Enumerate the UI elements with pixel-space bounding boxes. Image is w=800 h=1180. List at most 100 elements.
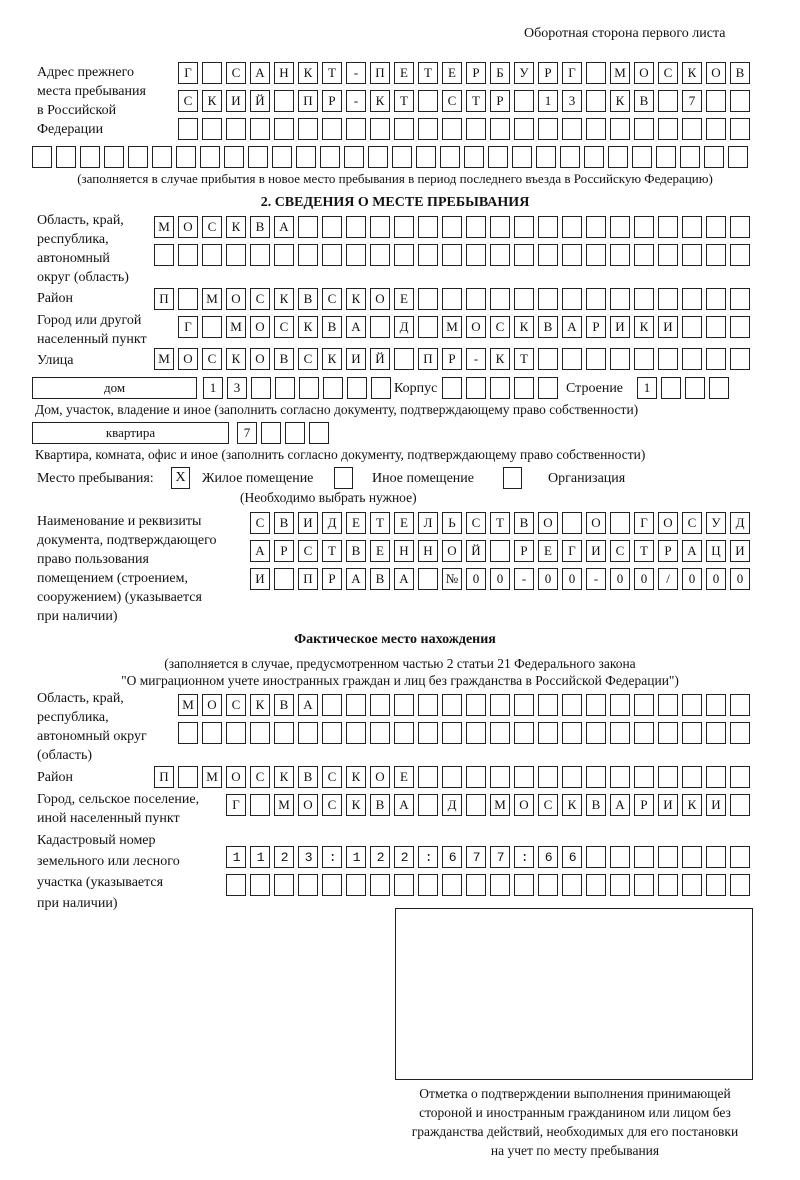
char-cell[interactable] (658, 118, 678, 140)
char-cell[interactable] (490, 288, 510, 310)
char-cell[interactable]: Б (490, 62, 510, 84)
char-cell[interactable] (202, 722, 222, 744)
char-cell[interactable] (394, 348, 414, 370)
char-cell[interactable]: Й (466, 540, 486, 562)
char-cell[interactable]: О (250, 316, 270, 338)
char-cell[interactable] (490, 118, 510, 140)
char-cell[interactable] (562, 722, 582, 744)
char-cell[interactable]: Т (514, 348, 534, 370)
char-cell[interactable]: В (346, 540, 366, 562)
char-cell[interactable]: С (466, 512, 486, 534)
house-type-field[interactable]: дом (32, 377, 197, 399)
char-cell[interactable]: С (250, 288, 270, 310)
char-cell[interactable] (346, 244, 366, 266)
char-cell[interactable] (512, 146, 532, 168)
char-cell[interactable] (32, 146, 52, 168)
char-cell[interactable]: Ь (442, 512, 462, 534)
char-cell[interactable] (322, 722, 342, 744)
char-cell[interactable]: - (346, 62, 366, 84)
char-cell[interactable] (226, 874, 246, 896)
char-cell[interactable] (560, 146, 580, 168)
other-premises-checkbox[interactable] (334, 467, 353, 489)
char-cell[interactable] (514, 216, 534, 238)
char-cell[interactable]: В (370, 794, 390, 816)
char-cell[interactable] (682, 766, 702, 788)
char-cell[interactable]: С (538, 794, 558, 816)
char-cell[interactable]: Р (586, 316, 606, 338)
char-cell[interactable] (464, 146, 484, 168)
char-cell[interactable] (418, 244, 438, 266)
char-cell[interactable]: К (562, 794, 582, 816)
char-cell[interactable]: Р (466, 62, 486, 84)
char-cell[interactable] (706, 874, 726, 896)
char-cell[interactable] (202, 118, 222, 140)
char-cell[interactable] (586, 216, 606, 238)
char-cell[interactable] (370, 244, 390, 266)
char-cell[interactable] (538, 244, 558, 266)
char-cell[interactable]: И (586, 540, 606, 562)
char-cell[interactable]: Е (394, 62, 414, 84)
char-cell[interactable]: Р (274, 540, 294, 562)
char-cell[interactable]: Ц (706, 540, 726, 562)
char-cell[interactable] (178, 118, 198, 140)
char-cell[interactable]: О (226, 766, 246, 788)
char-cell[interactable] (394, 722, 414, 744)
char-cell[interactable] (298, 118, 318, 140)
char-cell[interactable]: И (346, 348, 366, 370)
char-cell[interactable]: П (298, 90, 318, 112)
char-cell[interactable] (394, 846, 414, 868)
char-cell[interactable] (56, 146, 76, 168)
char-cell[interactable]: Е (346, 512, 366, 534)
char-cell[interactable] (538, 288, 558, 310)
char-cell[interactable]: Г (562, 540, 582, 562)
char-cell[interactable]: В (322, 316, 342, 338)
char-cell[interactable] (392, 146, 412, 168)
char-cell[interactable] (682, 244, 702, 266)
char-cell[interactable] (394, 244, 414, 266)
char-cell[interactable] (634, 846, 654, 868)
char-cell[interactable]: Г (178, 316, 198, 338)
char-cell[interactable]: Г (226, 794, 246, 816)
char-cell[interactable] (610, 216, 630, 238)
char-cell[interactable] (706, 766, 726, 788)
char-cell[interactable] (658, 766, 678, 788)
char-cell[interactable] (610, 722, 630, 744)
char-cell[interactable]: Е (370, 540, 390, 562)
char-cell[interactable]: Е (394, 512, 414, 534)
char-cell[interactable] (224, 146, 244, 168)
char-cell[interactable]: 0 (610, 568, 630, 590)
char-cell[interactable] (586, 288, 606, 310)
char-cell[interactable]: О (370, 766, 390, 788)
char-cell[interactable] (586, 766, 606, 788)
char-cell[interactable]: Г (562, 62, 582, 84)
char-cell[interactable]: К (634, 316, 654, 338)
char-cell[interactable] (442, 722, 462, 744)
char-cell[interactable] (274, 846, 294, 868)
char-cell[interactable]: Т (394, 90, 414, 112)
char-cell[interactable] (706, 216, 726, 238)
char-cell[interactable]: М (490, 794, 510, 816)
char-cell[interactable] (658, 846, 678, 868)
char-cell[interactable] (418, 216, 438, 238)
char-cell[interactable] (730, 766, 750, 788)
char-cell[interactable] (586, 118, 606, 140)
char-cell[interactable] (418, 766, 438, 788)
char-cell[interactable] (370, 846, 390, 868)
char-cell[interactable] (610, 846, 630, 868)
char-cell[interactable]: / (658, 568, 678, 590)
char-cell[interactable] (706, 118, 726, 140)
char-cell[interactable] (274, 118, 294, 140)
char-cell[interactable]: К (202, 90, 222, 112)
char-cell[interactable] (322, 118, 342, 140)
char-cell[interactable] (416, 146, 436, 168)
char-cell[interactable]: В (274, 348, 294, 370)
char-cell[interactable] (562, 288, 582, 310)
char-cell[interactable] (488, 146, 508, 168)
char-cell[interactable] (346, 118, 366, 140)
char-cell[interactable] (490, 846, 510, 868)
char-cell[interactable]: С (322, 288, 342, 310)
char-cell[interactable]: А (250, 540, 270, 562)
char-cell[interactable] (274, 568, 294, 590)
char-cell[interactable]: А (346, 316, 366, 338)
char-cell[interactable]: И (610, 316, 630, 338)
